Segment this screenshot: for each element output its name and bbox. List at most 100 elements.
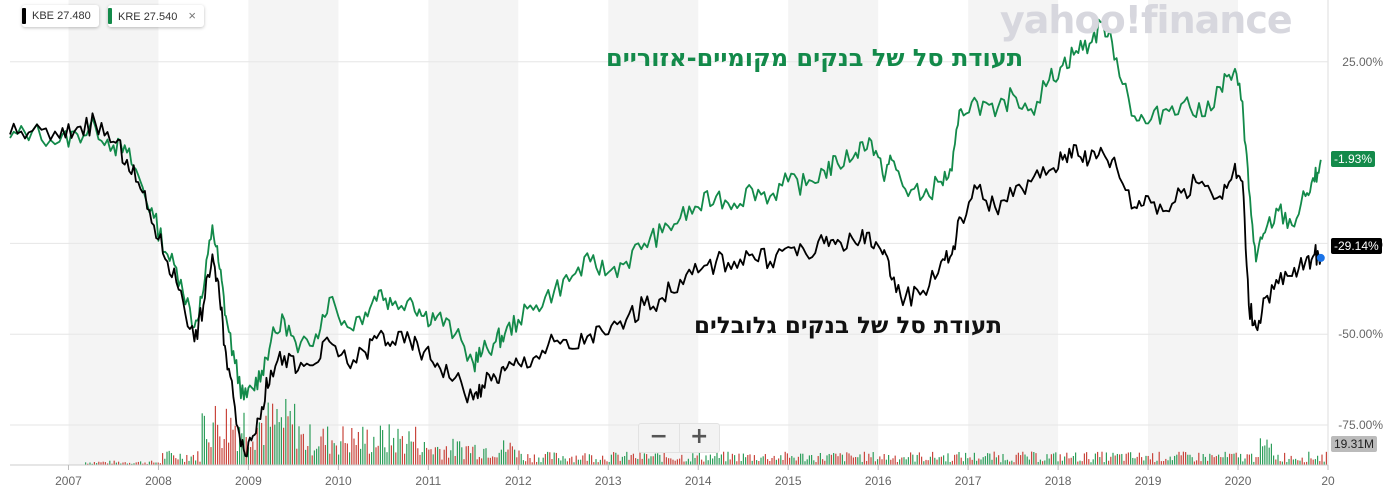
volume-bar (258, 422, 260, 465)
volume-bar (1092, 459, 1094, 465)
volume-bar (175, 458, 177, 465)
volume-bar (1158, 451, 1160, 465)
volume-bar (780, 455, 782, 465)
kbe-end-dot (1316, 253, 1325, 262)
volume-bar (1011, 460, 1013, 465)
volume-bar (815, 462, 817, 465)
volume-bar (1009, 461, 1011, 465)
volume-bar (456, 441, 458, 465)
volume-bar (934, 457, 936, 465)
volume-bar (533, 454, 535, 465)
volume-bar (604, 459, 606, 465)
legend-kbe[interactable]: KBE 27.480 (22, 5, 99, 27)
x-tick-label: 2020 (1225, 474, 1252, 488)
close-icon[interactable]: × (188, 8, 196, 23)
volume-bar (1196, 460, 1198, 465)
volume-bar (714, 456, 716, 465)
year-bands (68, 0, 1239, 465)
volume-bar (1182, 451, 1184, 465)
volume-bar (868, 453, 870, 465)
volume-bar (1189, 454, 1191, 465)
volume-bar (1240, 453, 1242, 465)
volume-bar (874, 461, 876, 465)
volume-bar (775, 459, 777, 465)
volume-bar (322, 428, 324, 465)
volume-bar (969, 457, 971, 465)
volume-bar (452, 438, 454, 465)
volume-bar (1160, 461, 1162, 465)
volume-bar (1264, 445, 1266, 465)
volume-bar (791, 456, 793, 465)
volume-bar (712, 458, 714, 465)
volume-bar (839, 453, 841, 465)
volume-bar (133, 463, 135, 465)
volume-bar (357, 431, 359, 465)
volume-bar (441, 459, 443, 465)
volume-bar (786, 453, 788, 465)
yahoo-finance-watermark: yahoo!finance (1000, 0, 1293, 42)
volume-bar (168, 450, 170, 465)
volume-bar (648, 458, 650, 465)
volume-bar (632, 453, 634, 465)
volume-bar (417, 448, 419, 465)
volume-bar (1152, 453, 1154, 465)
volume-bar (1215, 456, 1217, 465)
volume-bar (558, 458, 560, 465)
volume-bar (870, 457, 872, 465)
x-tick-label: 2012 (505, 474, 532, 488)
volume-bar (905, 459, 907, 465)
volume-bar (426, 447, 428, 465)
volume-bar (104, 462, 106, 465)
legend-kre[interactable]: KRE 27.540 × (108, 5, 204, 27)
volume-bar (1255, 457, 1257, 465)
volume-bar (393, 437, 395, 465)
volume-bar (912, 454, 914, 465)
volume-bar (1222, 457, 1224, 465)
volume-bar (318, 446, 320, 465)
volume-bar (621, 456, 623, 465)
volume-bar (1105, 452, 1107, 465)
volume-bar (1108, 460, 1110, 465)
volume-bar (454, 455, 456, 465)
volume-bar (749, 454, 751, 465)
legend-kre-color (108, 8, 112, 24)
volume-bar (628, 459, 630, 465)
zoom-out-button[interactable]: − (649, 424, 668, 449)
volume-bar (1312, 459, 1314, 465)
volume-bar (586, 460, 588, 465)
volume-bar (1178, 451, 1180, 465)
volume-bar (439, 448, 441, 465)
legend-kbe-color (22, 8, 26, 24)
volume-bar (1187, 454, 1189, 465)
volume-bar (221, 448, 223, 465)
volume-bar (564, 458, 566, 465)
series-line-kbe (9, 112, 1322, 458)
volume-bar (760, 457, 762, 465)
volume-bar (236, 451, 238, 465)
volume-bar (551, 459, 553, 465)
volume-bar (1101, 451, 1103, 465)
volume-bar (1257, 457, 1259, 465)
volume-bar (617, 454, 619, 465)
volume-bar (1079, 460, 1081, 465)
volume-bar (309, 424, 311, 465)
volume-bar (619, 460, 621, 465)
volume-bar (850, 455, 852, 465)
volume-bar (487, 457, 489, 465)
volume-bar (514, 449, 516, 465)
volume-bar (498, 452, 500, 465)
volume-bar (287, 416, 289, 465)
volume-bar (118, 461, 120, 465)
zoom-in-button[interactable]: + (678, 424, 720, 452)
volume-bar (419, 454, 421, 465)
volume-bar (1288, 458, 1290, 465)
volume-bar (696, 455, 698, 465)
volume-bar (707, 460, 709, 465)
volume-bar (932, 451, 934, 465)
volume-bar (762, 456, 764, 465)
x-tick-label: 2019 (1135, 474, 1162, 488)
volume-bar (654, 453, 656, 465)
volume-bar (181, 458, 183, 465)
volume-bar (203, 415, 205, 465)
